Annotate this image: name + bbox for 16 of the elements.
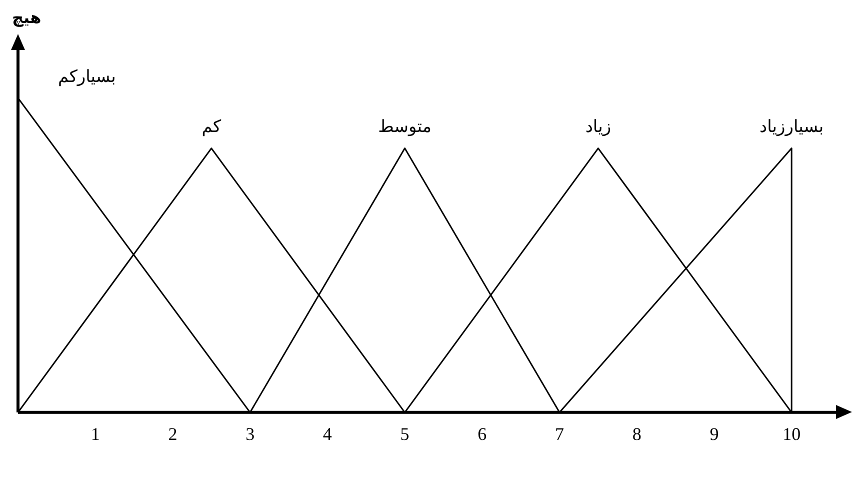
- x-tick-label: 10: [782, 424, 801, 444]
- series-label: کم: [202, 117, 222, 138]
- series-label: متوسط: [378, 117, 432, 138]
- x-tick-label: 6: [478, 424, 487, 444]
- x-tick-label: 7: [555, 424, 564, 444]
- series-label: بسیارزیاد: [760, 117, 824, 138]
- x-tick-label: 5: [400, 424, 410, 444]
- series-label: زیاد: [585, 117, 612, 138]
- x-tick-label: 3: [246, 424, 255, 444]
- x-tick-label: 9: [710, 424, 719, 444]
- x-tick-label: 8: [632, 424, 642, 444]
- x-tick-label: 4: [322, 424, 332, 444]
- y-axis-title: هیچ: [12, 8, 42, 27]
- x-tick-label: 2: [168, 424, 178, 444]
- text: بسیارکم: [58, 66, 116, 87]
- x-tick-label: 1: [90, 424, 100, 444]
